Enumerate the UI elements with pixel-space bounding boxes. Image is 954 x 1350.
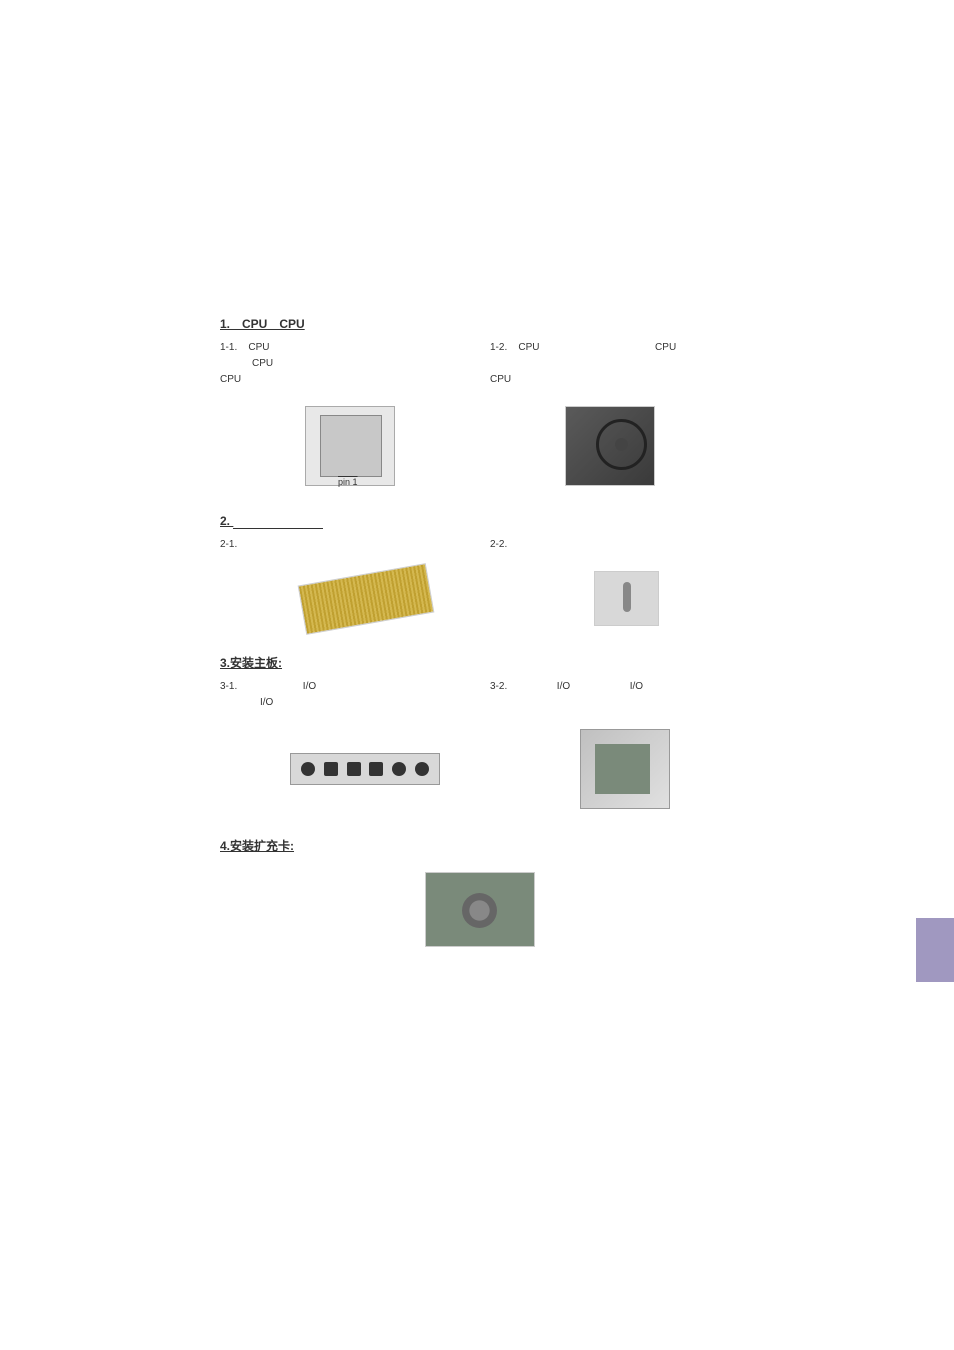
section-3-images bbox=[220, 729, 740, 809]
memory-module-image bbox=[298, 563, 435, 635]
section-1-header: 1. CPU CPU bbox=[220, 315, 740, 332]
io-port-icon bbox=[415, 762, 429, 776]
section-2-right: 2-2. bbox=[490, 537, 740, 553]
expansion-card-image bbox=[425, 872, 535, 947]
step-num: 1-1. bbox=[220, 342, 237, 353]
step-text: I/O bbox=[303, 681, 316, 692]
motherboard-case-image bbox=[580, 729, 670, 809]
step-text: CPU bbox=[248, 342, 269, 353]
memory-lock-image bbox=[594, 571, 659, 626]
step-text: CPU bbox=[220, 374, 241, 385]
step-num: 3-2. bbox=[490, 681, 507, 692]
step-text: I/O bbox=[630, 681, 643, 692]
section-1-right: 1-2. CPU CPU CPU bbox=[490, 340, 740, 388]
section-1-columns: 1-1. CPU CPU CPU 1-2. CPU CPU bbox=[220, 340, 740, 388]
text-line: 3-2. I/O I/O bbox=[490, 679, 740, 695]
text-line: I/O bbox=[220, 695, 470, 711]
text-line: 3-1. I/O bbox=[220, 679, 470, 695]
section-3-right: 3-2. I/O I/O bbox=[490, 679, 740, 711]
text-line: 1-2. CPU CPU bbox=[490, 340, 740, 356]
section-1: 1. CPU CPU 1-1. CPU CPU CPU 1-2. bbox=[220, 315, 740, 486]
section-2: 2. 2-1. 2-2. bbox=[220, 514, 740, 626]
section-3-left: 3-1. I/O I/O bbox=[220, 679, 470, 711]
io-port-icon bbox=[369, 762, 383, 776]
io-port-icon bbox=[301, 762, 315, 776]
pin-1-label: pin 1 bbox=[338, 477, 358, 487]
text-line: 2-2. bbox=[490, 537, 740, 553]
step-num: 2-1. bbox=[220, 539, 237, 550]
section-3-header: 3.安装主板: bbox=[220, 654, 740, 671]
step-num: 3-1. bbox=[220, 681, 237, 692]
section-4-images bbox=[220, 872, 740, 947]
step-text: CPU bbox=[252, 358, 273, 369]
step-num: 2-2. bbox=[490, 539, 507, 550]
document-content: 1. CPU CPU 1-1. CPU CPU CPU 1-2. bbox=[220, 315, 740, 975]
text-line: CPU bbox=[220, 356, 470, 372]
text-line: 2-1. bbox=[220, 537, 470, 553]
side-tab bbox=[916, 918, 954, 982]
text-line: CPU bbox=[490, 372, 740, 388]
io-port-icon bbox=[347, 762, 361, 776]
section-3: 3.安装主板: 3-1. I/O I/O 3-2. I/O I/O bbox=[220, 654, 740, 809]
section-1-images: pin 1 bbox=[220, 406, 740, 486]
step-text: I/O bbox=[260, 697, 273, 708]
text-line bbox=[490, 356, 740, 372]
step-text: I/O bbox=[557, 681, 570, 692]
section-2-columns: 2-1. 2-2. bbox=[220, 537, 740, 553]
text-line: CPU bbox=[220, 372, 470, 388]
step-text: CPU bbox=[490, 374, 511, 385]
section-2-header: 2. bbox=[220, 514, 740, 529]
section-2-left: 2-1. bbox=[220, 537, 470, 553]
cpu-socket-image: pin 1 bbox=[305, 406, 395, 486]
text-line: 1-1. CPU bbox=[220, 340, 470, 356]
step-num: 1-2. bbox=[490, 342, 507, 353]
section-4-header: 4.安装扩充卡: bbox=[220, 837, 740, 854]
section-4: 4.安装扩充卡: bbox=[220, 837, 740, 947]
cpu-cooler-image bbox=[565, 406, 655, 486]
step-text: CPU bbox=[518, 342, 539, 353]
section-2-images bbox=[220, 571, 740, 626]
section-1-left: 1-1. CPU CPU CPU bbox=[220, 340, 470, 388]
io-shield-image bbox=[290, 753, 440, 785]
io-port-icon bbox=[392, 762, 406, 776]
step-text: CPU bbox=[655, 342, 676, 353]
section-3-columns: 3-1. I/O I/O 3-2. I/O I/O bbox=[220, 679, 740, 711]
io-port-icon bbox=[324, 762, 338, 776]
header-text: 2. bbox=[220, 514, 230, 528]
